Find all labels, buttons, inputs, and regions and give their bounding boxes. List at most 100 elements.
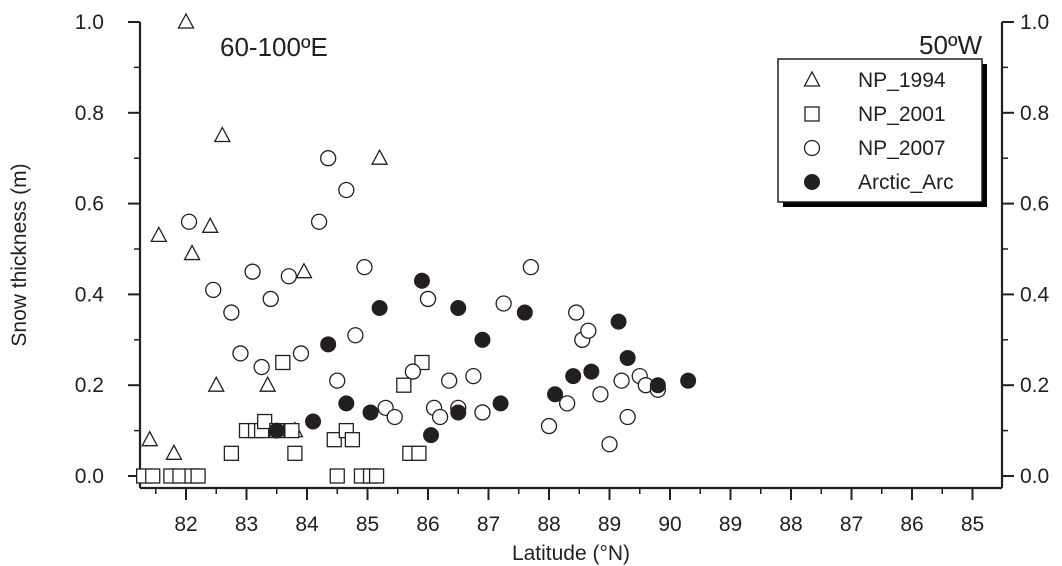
x-tick-label: 89	[598, 513, 621, 536]
y-tick-label-left: 0.6	[75, 193, 104, 216]
np2007-point	[180, 213, 198, 230]
np2007-point	[205, 281, 222, 299]
np2007-point	[292, 345, 310, 362]
legend-square-icon	[804, 106, 820, 122]
x-tick-label: 83	[235, 513, 258, 536]
np2007-point	[495, 295, 512, 312]
plot-marks	[135, 12, 697, 484]
arctic-arc-point	[583, 363, 600, 380]
np1994-point	[177, 12, 195, 29]
legend-triangle-icon	[803, 70, 821, 87]
np1994-point	[141, 430, 159, 447]
x-tick-label: 88	[537, 513, 560, 536]
np2007-point	[404, 363, 422, 380]
y-tick-label-right: 0.2	[1020, 374, 1049, 397]
arctic-arc-point	[320, 336, 337, 353]
np2007-point	[559, 395, 576, 412]
np2007-point	[613, 372, 630, 389]
np2007-point	[568, 304, 585, 321]
np2001-point	[256, 413, 273, 430]
arctic-arc-point	[619, 349, 636, 366]
np2007-point	[419, 290, 437, 308]
arctic-arc-point	[305, 413, 322, 430]
np2007-point	[329, 372, 346, 389]
np2007-point	[619, 408, 636, 426]
arctic-arc-point	[649, 377, 666, 394]
np2001-point	[145, 468, 161, 484]
x-tick-label: 90	[658, 513, 681, 536]
legend: NP_1994 NP_2001 NP_2007 Arctic_Arc	[777, 58, 987, 207]
x-tick-label: 88	[779, 513, 802, 536]
np2007-point	[320, 150, 337, 167]
np1994-point	[371, 148, 389, 165]
np2007-point	[232, 345, 249, 362]
np2001-point	[326, 432, 342, 448]
legend-filled-circle-icon	[804, 174, 820, 190]
x-tick-label: 85	[961, 513, 984, 536]
np2007-point	[540, 417, 558, 435]
x-tick-label: 87	[477, 513, 500, 536]
arctic-arc-point	[680, 372, 697, 389]
np1994-point	[213, 126, 231, 143]
arctic-arc-point	[362, 404, 379, 421]
np2007-point	[356, 259, 373, 276]
np2007-point	[580, 322, 597, 339]
x-tick-label: 89	[719, 513, 742, 536]
annotation-left-longitude: 60-100ºE	[220, 32, 328, 62]
np1994-point	[259, 375, 277, 392]
np2001-point	[329, 468, 345, 484]
legend-label-np1994: NP_1994	[858, 69, 946, 92]
arctic-arc-point	[610, 313, 627, 330]
arctic-arc-point	[450, 300, 467, 317]
np2007-point	[465, 367, 482, 385]
x-tick-label: 86	[416, 513, 439, 536]
np2007-point	[280, 268, 298, 285]
np2007-point	[441, 372, 458, 389]
legend-items	[803, 70, 821, 190]
np2007-point	[223, 304, 240, 321]
np1994-point	[183, 244, 201, 261]
y-tick-label-right: 0.0	[1020, 465, 1049, 488]
np2007-point	[386, 408, 403, 426]
legend-label-np2007: NP_2007	[858, 137, 946, 160]
annotation-right-longitude: 50ºW	[919, 30, 982, 60]
np2001-point	[287, 445, 303, 461]
np2007-point	[347, 327, 364, 344]
np2007-point	[253, 358, 270, 376]
y-tick-label-right: 0.8	[1020, 102, 1049, 125]
y-axis-ticks: 0.0 0.0 0.2 0.2 0.4 0.4 0.6 0.6 0.8 0.8 1.0 1.0	[75, 11, 1050, 488]
arctic-arc-point	[516, 304, 533, 321]
np2001-point	[411, 445, 427, 461]
x-tick-label: 84	[295, 513, 319, 536]
axes-frame	[138, 22, 1004, 490]
x-tick-label: 87	[840, 513, 863, 536]
x-tick-label: 85	[356, 513, 379, 536]
np2007-point	[601, 436, 618, 453]
y-tick-label-left: 0.8	[75, 102, 104, 125]
legend-label-np2001: NP_2001	[858, 103, 946, 126]
y-axis-title: Snow thickness (m)	[8, 163, 31, 346]
np2007-point	[431, 408, 449, 426]
arctic-arc-point	[268, 422, 285, 439]
y-tick-label-right: 1.0	[1020, 11, 1049, 34]
arctic-arc-point	[547, 386, 564, 403]
arctic-arc-point	[565, 368, 582, 385]
y-tick-label-right: 0.6	[1020, 193, 1049, 216]
x-tick-label: 82	[174, 513, 197, 536]
y-tick-label-left: 0.0	[75, 465, 104, 488]
arctic-arc-point	[371, 300, 388, 317]
series-arctic-arc	[268, 272, 697, 444]
np2001-point	[368, 468, 385, 484]
arctic-arc-point	[423, 427, 440, 444]
x-tick-label: 86	[900, 513, 923, 536]
series-np-1994	[141, 12, 389, 460]
np1994-point	[207, 375, 225, 392]
y-tick-label-left: 1.0	[75, 11, 104, 34]
np2007-point	[244, 263, 261, 280]
np2001-point	[275, 354, 291, 371]
y-tick-label-left: 0.4	[75, 283, 105, 306]
legend-open-circle-icon	[803, 139, 821, 157]
np2007-point	[592, 386, 609, 403]
series-np-2007	[180, 150, 667, 453]
